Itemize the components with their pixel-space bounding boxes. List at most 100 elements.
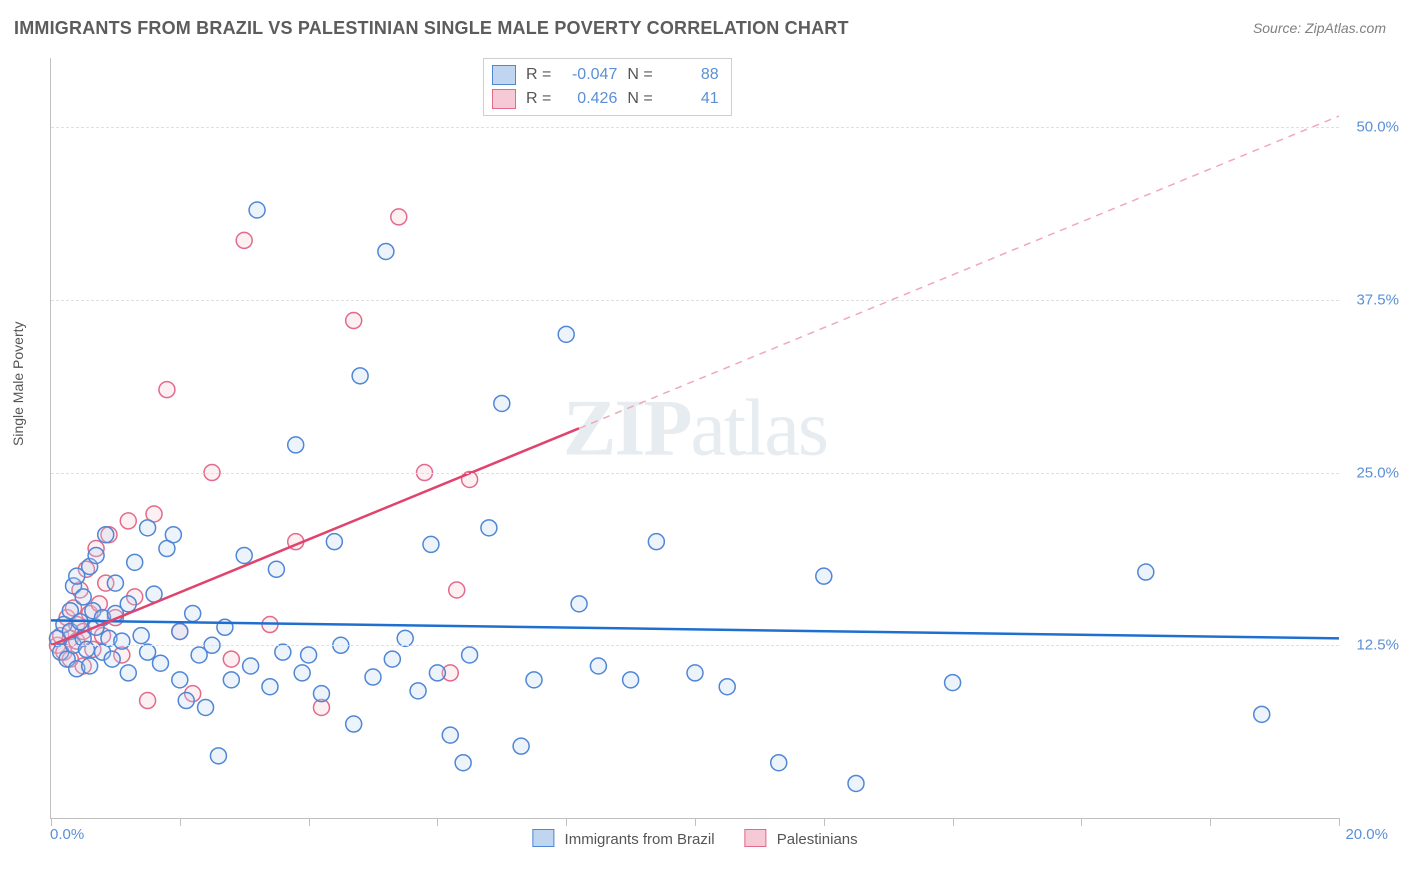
x-tick xyxy=(309,818,310,826)
chart-container: IMMIGRANTS FROM BRAZIL VS PALESTINIAN SI… xyxy=(0,0,1406,892)
legend-swatch-palestinians xyxy=(492,89,516,109)
brazil-point xyxy=(98,527,114,543)
legend-item-palestinians: Palestinians xyxy=(745,829,858,848)
brazil-point xyxy=(120,596,136,612)
brazil-point xyxy=(462,647,478,663)
brazil-point xyxy=(423,536,439,552)
r-label: R = xyxy=(526,63,551,87)
brazil-point xyxy=(268,561,284,577)
brazil-point xyxy=(365,669,381,685)
x-tick xyxy=(695,818,696,826)
brazil-point xyxy=(78,641,94,657)
brazil-point xyxy=(526,672,542,688)
x-tick xyxy=(1210,818,1211,826)
brazil-point xyxy=(384,651,400,667)
brazil-point xyxy=(140,644,156,660)
brazil-point xyxy=(442,727,458,743)
brazil-point xyxy=(249,202,265,218)
brazil-point xyxy=(114,633,130,649)
brazil-point xyxy=(513,738,529,754)
legend-swatch-brazil-icon xyxy=(532,829,554,847)
brazil-point xyxy=(816,568,832,584)
series-legend: Immigrants from Brazil Palestinians xyxy=(532,829,857,848)
brazil-point xyxy=(378,243,394,259)
palestinians-point xyxy=(449,582,465,598)
brazil-point xyxy=(1254,706,1270,722)
y-tick-label: 50.0% xyxy=(1344,119,1399,136)
brazil-point xyxy=(243,658,259,674)
brazil-point xyxy=(301,647,317,663)
palestinians-point xyxy=(346,313,362,329)
gridline-h xyxy=(51,645,1339,646)
chart-title: IMMIGRANTS FROM BRAZIL VS PALESTINIAN SI… xyxy=(14,18,849,39)
brazil-point xyxy=(481,520,497,536)
brazil-point xyxy=(88,547,104,563)
legend-swatch-palestinians-icon xyxy=(745,829,767,847)
n-label: N = xyxy=(627,87,652,111)
palestinians-point xyxy=(120,513,136,529)
n-value-brazil: 88 xyxy=(663,63,719,87)
x-tick xyxy=(953,818,954,826)
legend-row-brazil: R = -0.047 N = 88 xyxy=(492,63,719,87)
brazil-point xyxy=(152,655,168,671)
plot-area: ZIPatlas R = -0.047 N = 88 R = 0.426 N =… xyxy=(50,58,1339,819)
brazil-point xyxy=(236,547,252,563)
palestinians-point xyxy=(223,651,239,667)
brazil-point xyxy=(1138,564,1154,580)
x-tick xyxy=(1081,818,1082,826)
trendline-brazil xyxy=(51,620,1339,638)
brazil-point xyxy=(107,575,123,591)
brazil-point xyxy=(210,748,226,764)
legend-label-brazil: Immigrants from Brazil xyxy=(565,831,715,848)
brazil-point xyxy=(945,675,961,691)
brazil-point xyxy=(104,651,120,667)
brazil-point xyxy=(172,672,188,688)
r-label: R = xyxy=(526,87,551,111)
brazil-point xyxy=(75,589,91,605)
palestinians-point xyxy=(391,209,407,225)
brazil-point xyxy=(82,658,98,674)
x-tick xyxy=(824,818,825,826)
brazil-point xyxy=(571,596,587,612)
brazil-point xyxy=(288,437,304,453)
brazil-point xyxy=(623,672,639,688)
brazil-point xyxy=(185,605,201,621)
brazil-point xyxy=(223,672,239,688)
brazil-point xyxy=(326,534,342,550)
brazil-point xyxy=(198,699,214,715)
brazil-point xyxy=(771,755,787,771)
y-tick-label: 12.5% xyxy=(1344,637,1399,654)
brazil-point xyxy=(397,630,413,646)
gridline-h xyxy=(51,473,1339,474)
y-axis-label: Single Male Poverty xyxy=(10,321,26,446)
y-tick-label: 37.5% xyxy=(1344,291,1399,308)
gridline-h xyxy=(51,127,1339,128)
brazil-point xyxy=(455,755,471,771)
brazil-point xyxy=(262,679,278,695)
x-tick xyxy=(51,818,52,826)
y-tick-label: 25.0% xyxy=(1344,464,1399,481)
r-value-palestinians: 0.426 xyxy=(561,87,617,111)
brazil-point xyxy=(275,644,291,660)
correlation-legend: R = -0.047 N = 88 R = 0.426 N = 41 xyxy=(483,58,732,116)
r-value-brazil: -0.047 xyxy=(561,63,617,87)
brazil-point xyxy=(648,534,664,550)
x-tick xyxy=(437,818,438,826)
trendline-palestinians-solid xyxy=(51,428,579,645)
n-value-palestinians: 41 xyxy=(663,87,719,111)
n-label: N = xyxy=(627,63,652,87)
plot-svg xyxy=(51,58,1339,818)
legend-label-palestinians: Palestinians xyxy=(777,831,858,848)
brazil-point xyxy=(313,686,329,702)
brazil-point xyxy=(410,683,426,699)
legend-row-palestinians: R = 0.426 N = 41 xyxy=(492,87,719,111)
brazil-point xyxy=(352,368,368,384)
brazil-point xyxy=(429,665,445,681)
brazil-point xyxy=(590,658,606,674)
brazil-point xyxy=(172,623,188,639)
brazil-point xyxy=(140,520,156,536)
brazil-point xyxy=(848,775,864,791)
x-tick xyxy=(180,818,181,826)
palestinians-point xyxy=(159,382,175,398)
x-axis-min-label: 0.0% xyxy=(50,826,84,843)
